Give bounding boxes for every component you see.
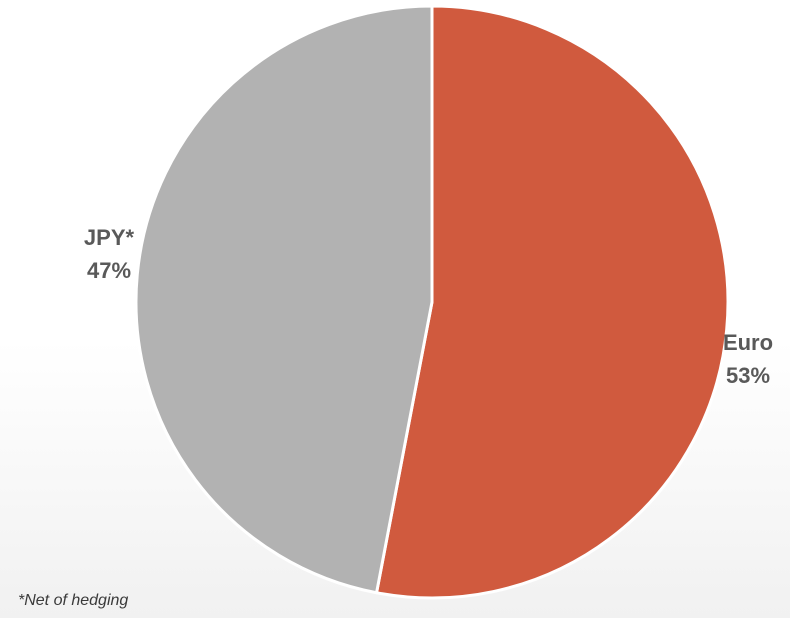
slice-label-jpy: JPY* [84, 225, 135, 250]
pie-slice-jpy [136, 6, 432, 593]
footnote: *Net of hedging [18, 592, 128, 610]
slice-value-euro: 53% [726, 363, 770, 388]
slice-value-jpy: 47% [87, 258, 131, 283]
slice-label-euro: Euro [723, 330, 773, 355]
pie-slices [136, 6, 728, 598]
